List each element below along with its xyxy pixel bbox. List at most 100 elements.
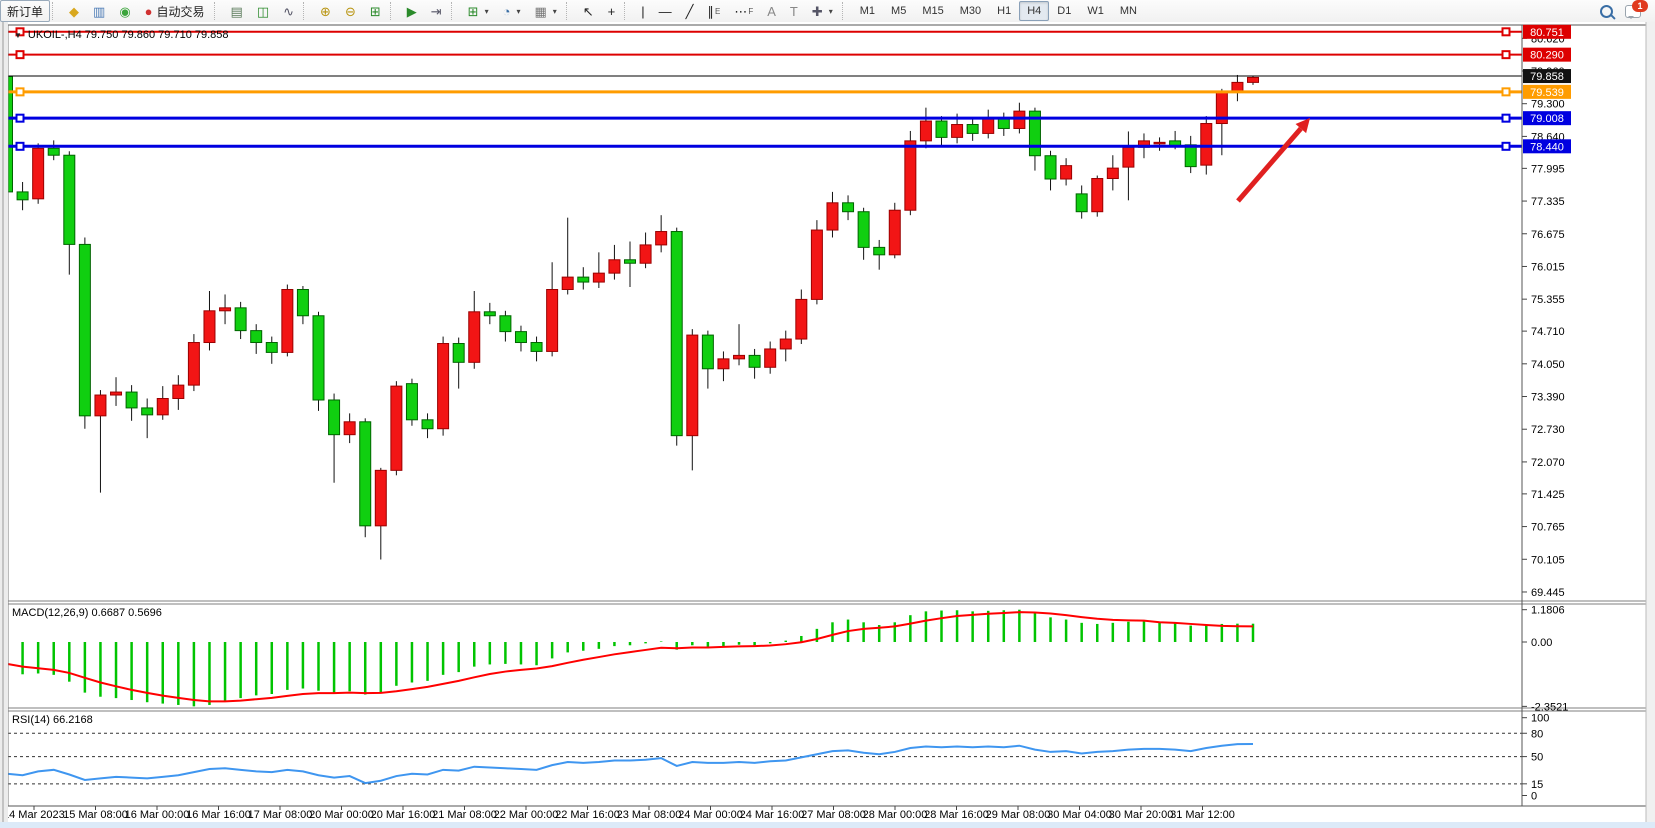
candle-body [779,338,792,350]
candle-body [966,124,979,134]
crosshair-button[interactable]: + [601,0,623,22]
new-chart-button[interactable]: ⊞ ▾ [461,0,496,22]
candle-body [499,315,512,333]
timeframe-button-m15[interactable]: M15 [922,5,944,17]
candle-body [78,243,91,417]
line-handle[interactable] [1501,113,1511,123]
timeframe-button-h4[interactable]: H4 [1019,1,1050,21]
text-button[interactable]: A [760,0,783,22]
candle-body [592,272,605,283]
line-handle[interactable] [15,141,25,151]
time-label: 30 Mar 20:00 [1109,809,1174,821]
gold-deposit-icon-glyph: ◆ [69,3,80,19]
line-handle[interactable] [1501,87,1511,97]
fibonacci-button[interactable]: ⋯ F [727,0,760,22]
candle-body [624,259,636,264]
signals-icon[interactable]: ◉ [112,0,137,22]
candle-body [670,231,683,437]
timeframe-button-m30[interactable]: M30 [959,5,982,17]
candle-body [842,202,855,213]
cursor-button[interactable]: ↖ [576,0,601,22]
search-icon[interactable] [1600,4,1613,18]
chat-icon[interactable]: 1 [1625,0,1648,19]
line-handle[interactable] [15,50,25,60]
candle-body [1153,141,1166,145]
candle-body [296,288,309,317]
trend-arrow[interactable] [1236,126,1303,203]
line-handle[interactable] [15,87,25,97]
price-badge [1523,47,1571,62]
price-badge-label: 79.008 [1530,113,1564,125]
one-click-trading-toggle[interactable]: ▼ [14,30,22,40]
candle-body [1122,146,1135,168]
bar-chart-icon[interactable]: ▤ [224,0,250,22]
zoom-out-icon[interactable]: ⊖ [338,0,363,22]
market-watch-icon-glyph: ▥ [93,3,106,19]
new-order-button[interactable]: 新订单 [0,0,51,22]
trendline-button[interactable]: ╱ [679,0,701,22]
tile-windows-icon-glyph: ⊞ [369,3,381,19]
chart-canvas: 80.62079.96079.30078.64077.99577.33576.6… [0,22,1655,828]
candle-body [8,75,13,193]
text-label-button[interactable]: T [783,0,805,22]
horizontal-line-button[interactable]: — [652,0,679,22]
text-label-glyph: T [789,3,798,19]
time-label: 20 Mar 00:00 [309,809,374,821]
bar-chart-icon-glyph: ▤ [230,3,243,19]
auto-trading-button[interactable]: ● 自动交易 [138,0,212,22]
profiles-button[interactable]: ◔ ▾ [496,0,528,22]
equidistant-channel-button[interactable]: ∥ E [700,0,727,22]
candle-body [203,310,216,344]
line-handle[interactable] [1501,50,1511,60]
time-label: 29 Mar 08:00 [986,809,1051,821]
candle-body [857,211,870,248]
candle-body [125,391,138,409]
candle-body [141,407,154,416]
gold-deposit-icon[interactable]: ◆ [62,0,86,22]
line-handle[interactable] [1501,141,1511,151]
auto-scroll-icon[interactable]: ▶ [400,0,424,22]
price-tick-label: 72.730 [1531,424,1565,436]
timeframe-button-m1[interactable]: M1 [859,5,876,17]
toolbar-separator [624,2,632,20]
candle-body [437,343,450,430]
market-watch-icon[interactable]: ▥ [86,0,112,22]
time-label: 15 Mar 08:00 [63,809,128,821]
price-tick-label: 77.335 [1531,196,1565,208]
line-handle[interactable] [1501,27,1511,37]
timeframe-button-h1[interactable]: H1 [997,5,1012,17]
tile-windows-icon[interactable]: ⊞ [363,0,388,22]
candle-body [810,229,823,300]
shapes-button[interactable]: ✚ ▾ [805,0,840,22]
templates-button[interactable]: ▦ ▾ [527,0,563,22]
candle-body [701,334,714,370]
time-label: 24 Mar 00:00 [678,809,743,821]
timeframe-button-w1[interactable]: W1 [1087,5,1104,17]
equidistant-channel-glyph: ∥ [707,3,714,19]
main-toolbar: 新订单 ◆ ▥ ◉ ● 自动交易 ▤ ◫ ∿ ⊕ ⊖ ⊞ ▶ ⇥ ⊞ ▾ ◔ ▾ ▦ ▾ ↖ + | — ╱ ∥ E ⋯ F A T ✚ ▾ M1… [0,0,1655,23]
line-handle[interactable] [15,113,25,123]
timeframe-button-mn[interactable]: MN [1119,5,1137,17]
price-tick-label: 70.765 [1531,522,1565,534]
rsi-tick-label: 100 [1531,713,1549,725]
chart-shift-icon[interactable]: ⇥ [424,0,449,22]
price-badge-label: 79.539 [1530,87,1564,99]
price-axis[interactable]: 80.62079.96079.30078.64077.99577.33576.6… [1522,24,1571,803]
price-tick-label: 70.105 [1531,554,1565,566]
trend-arrow-head[interactable] [1295,118,1310,134]
line-handle[interactable] [15,27,25,37]
candle-body [312,315,325,401]
time-label: 30 Mar 04:00 [1047,809,1112,821]
timeframe-button-d1[interactable]: D1 [1057,5,1072,17]
candle-body [1200,123,1213,166]
price-badge [1523,139,1571,154]
candle-body [421,419,434,430]
candlestick-chart-icon[interactable]: ◫ [250,0,276,22]
zoom-in-icon[interactable]: ⊕ [313,0,338,22]
vertical-line-button[interactable]: | [634,0,651,22]
line-chart-icon[interactable]: ∿ [276,0,301,22]
time-label: 23 Mar 08:00 [617,809,682,821]
timeframe-button-m5[interactable]: M5 [891,5,907,17]
chart-title: ▼ UKOIL-,H4 79.750 79.860 79.710 79.858 [14,29,229,41]
